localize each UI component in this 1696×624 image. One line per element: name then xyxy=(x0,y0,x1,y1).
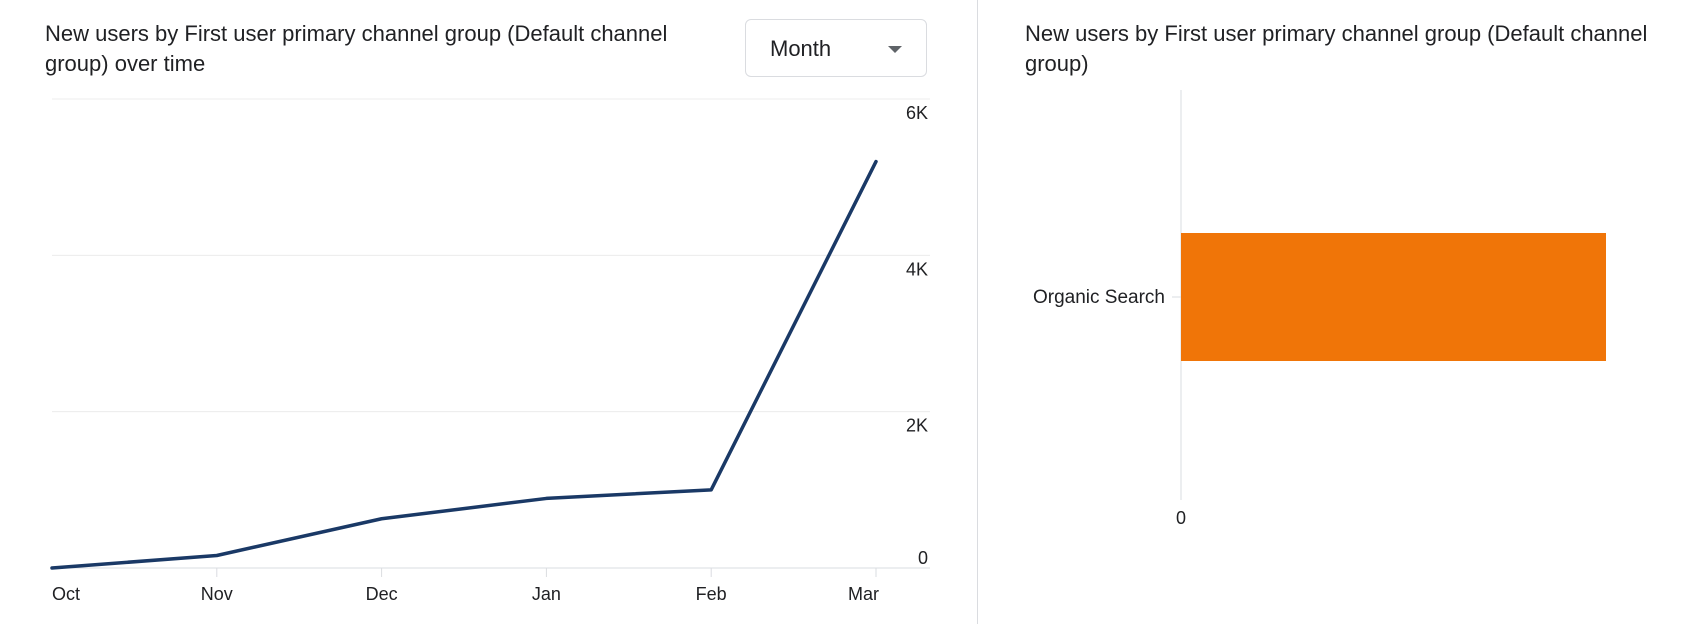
data-point xyxy=(544,496,548,500)
y-tick-label: 4K xyxy=(906,259,928,279)
x-tick-label: Feb xyxy=(696,584,727,604)
line-chart-title: New users by First user primary channel … xyxy=(45,21,668,76)
x-tick-label: Oct xyxy=(52,584,80,604)
x-tick-label: 0 xyxy=(1176,508,1186,528)
granularity-select[interactable]: Month xyxy=(745,19,927,77)
panel-divider xyxy=(977,0,978,624)
x-tick-label: Mar xyxy=(848,584,879,604)
x-tick-label: Jan xyxy=(532,584,561,604)
category-label: Organic Search xyxy=(1033,287,1165,308)
y-tick-label: 2K xyxy=(906,416,928,436)
x-tick-label: Dec xyxy=(366,584,398,604)
line-chart-card: New users by First user primary channel … xyxy=(45,19,930,604)
data-point xyxy=(380,517,384,521)
x-tick-label: Nov xyxy=(201,584,233,604)
data-point xyxy=(50,566,54,570)
granularity-select-value: Month xyxy=(770,36,832,61)
bar-chart-title: New users by First user primary channel … xyxy=(1025,21,1648,76)
bar-chart-card: New users by First user primary channel … xyxy=(978,0,1696,624)
line-chart: 0 2K 4K 6K Oct Nov Dec Jan Feb Mar xyxy=(50,98,930,604)
data-point xyxy=(874,160,878,164)
y-tick-label: 0 xyxy=(918,548,928,568)
bar xyxy=(1181,233,1606,361)
series-line xyxy=(50,159,878,570)
chevron-down-icon xyxy=(888,46,902,53)
data-point xyxy=(709,488,713,492)
y-tick-label: 6K xyxy=(906,103,928,123)
bar-chart: Organic Search 0 xyxy=(1033,90,1606,528)
data-point xyxy=(215,553,219,557)
